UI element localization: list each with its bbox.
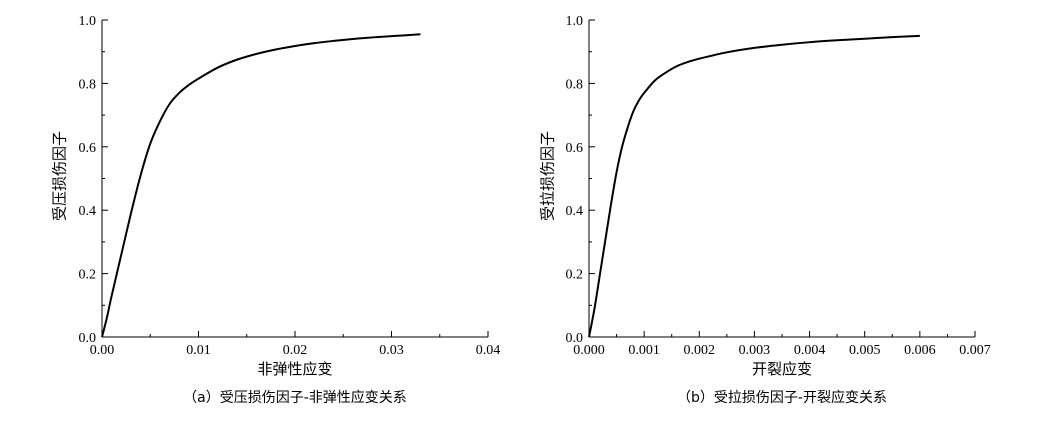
chart-a: 受压损伤因子 非弹性应变 （a）受压损伤因子-非弹性应变关系 0.00 0.01 0… [51, 14, 501, 406]
chart-b-y-axis-title: 受拉损伤因子 [539, 131, 557, 221]
chart-b-y-tick-label: 0.6 [566, 141, 584, 156]
chart-a-x-tick-label: 0.03 [379, 343, 404, 358]
chart-a-y-tick-label: 0.0 [79, 331, 97, 346]
chart-a-y-tick-label: 0.4 [79, 204, 97, 219]
chart-b-y-tick-label: 1.0 [566, 14, 584, 29]
chart-a-y-tick-label: 0.6 [79, 141, 97, 156]
chart-a-y-tick-label: 0.2 [79, 268, 97, 283]
chart-b-y-tick-label: 0.4 [566, 204, 584, 219]
chart-b-x-tick-label: 0.007 [959, 343, 991, 358]
chart-b-x-tick-label: 0.002 [684, 343, 716, 358]
chart-a-x-axis-title: 非弹性应变 [257, 360, 332, 378]
chart-a-x-tick-label: 0.02 [283, 343, 308, 358]
chart-a-caption: （a）受压损伤因子-非弹性应变关系 [183, 389, 407, 406]
chart-b-y-tick-label: 0.0 [566, 331, 584, 346]
chart-b: 受拉损伤因子 开裂应变 （b）受拉损伤因子-开裂应变关系 0.000 0.001 0… [539, 14, 991, 406]
chart-a-x-tick-label: 0.00 [90, 343, 115, 358]
chart-b-caption: （b）受拉损伤因子-开裂应变关系 [677, 389, 887, 406]
chart-a-x-tick-label: 0.04 [476, 343, 501, 358]
chart-a-series-line-0 [101, 33, 421, 338]
chart-b-x-axis-title: 开裂应变 [752, 360, 812, 378]
chart-a-y-axis-title: 受压损伤因子 [51, 131, 69, 221]
chart-a-y-tick-label: 0.8 [79, 77, 97, 92]
chart-b-x-tick-label: 0.005 [849, 343, 881, 358]
chart-b-series-line-0 [588, 34, 920, 338]
chart-b-y-tick-label: 0.8 [566, 77, 584, 92]
chart-b-y-tick-label: 0.2 [566, 268, 584, 283]
chart-a-x-tick-label: 0.01 [186, 343, 211, 358]
chart-b-x-tick-label: 0.004 [794, 343, 826, 358]
chart-b-x-tick-label: 0.001 [628, 343, 660, 358]
chart-a-y-tick-label: 1.0 [79, 14, 97, 29]
chart-b-x-tick-label: 0.000 [573, 343, 605, 358]
chart-b-x-tick-label: 0.006 [904, 343, 936, 358]
chart-b-x-tick-label: 0.003 [739, 343, 771, 358]
